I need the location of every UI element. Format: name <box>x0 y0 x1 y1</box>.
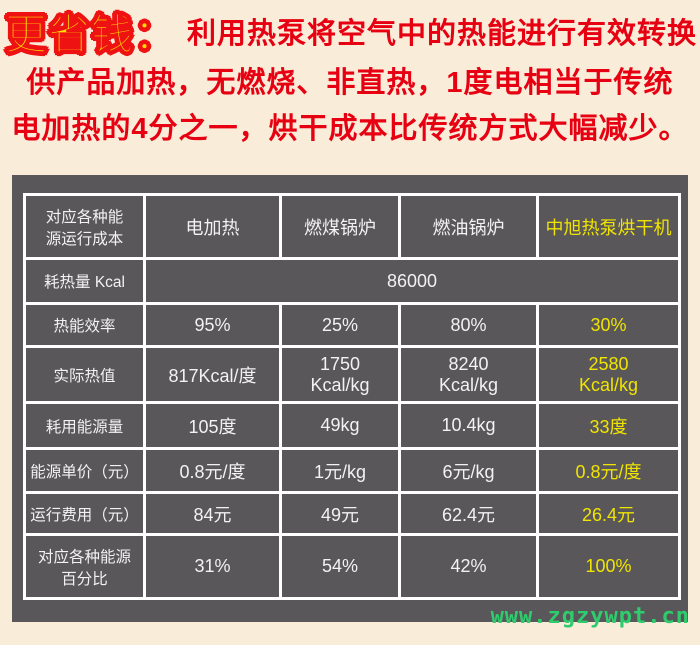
table-cell: 6元/kg <box>398 447 539 494</box>
table-cell-highlight: 33度 <box>536 401 681 450</box>
comparison-panel: 对应各种能 源运行成本 电加热 燃煤锅炉 燃油锅炉 中旭热泵烘干机 耗热量 Kc… <box>12 175 688 622</box>
table-row-percentage: 对应各种能源 百分比 31% 54% 42% 100% <box>23 533 681 600</box>
watermark-url: www.zgzywpt.cn <box>490 604 690 629</box>
column-header-heatpump-dryer: 中旭热泵烘干机 <box>536 193 681 260</box>
table-cell-highlight: 0.8元/度 <box>536 447 681 494</box>
table-cell: 817Kcal/度 <box>143 345 282 404</box>
row-label: 热能效率 <box>23 302 146 348</box>
table-row-thermal-efficiency: 热能效率 95% 25% 80% 30% <box>23 302 681 348</box>
table-cell-highlight: 26.4元 <box>536 491 681 536</box>
column-header-coal-boiler: 燃煤锅炉 <box>279 193 401 260</box>
row-label: 运行费用（元） <box>23 491 146 536</box>
table-cell: 62.4元 <box>398 491 539 536</box>
row-label: 耗用能源量 <box>23 401 146 450</box>
table-cell-highlight: 30% <box>536 302 681 348</box>
row-label: 耗热量 Kcal <box>23 257 146 305</box>
table-cell: 1750 Kcal/kg <box>279 345 401 404</box>
table-cell: 80% <box>398 302 539 348</box>
table-cell-highlight: 100% <box>536 533 681 600</box>
table-cell-highlight: 2580 Kcal/kg <box>536 345 681 404</box>
table-row-energy-consumed: 耗用能源量 105度 49kg 10.4kg 33度 <box>23 401 681 450</box>
hero-row-1: 更省钱： 利用热泵将空气中的热能进行有效转换 <box>2 11 700 58</box>
table-cell: 54% <box>279 533 401 600</box>
column-header-oil-boiler: 燃油锅炉 <box>398 193 539 260</box>
table-cell: 25% <box>279 302 401 348</box>
header-row: 对应各种能 源运行成本 电加热 燃煤锅炉 燃油锅炉 中旭热泵烘干机 <box>23 193 681 260</box>
table-cell-span: 86000 <box>143 257 681 305</box>
row-label: 对应各种能源 百分比 <box>23 533 146 600</box>
table-cell: 8240 Kcal/kg <box>398 345 539 404</box>
hero-line-2: 供产品加热，无燃烧、非直热，1度电相当于传统 <box>26 67 674 100</box>
table-row-unit-price: 能源单价（元） 0.8元/度 1元/kg 6元/kg 0.8元/度 <box>23 447 681 494</box>
table-cell: 0.8元/度 <box>143 447 282 494</box>
save-money-badge: 更省钱： <box>4 11 177 58</box>
table-cell: 1元/kg <box>279 447 401 494</box>
row-label: 能源单价（元） <box>23 447 146 494</box>
column-header-costs: 对应各种能 源运行成本 <box>23 193 146 260</box>
table-row-running-cost: 运行费用（元） 84元 49元 62.4元 26.4元 <box>23 491 681 536</box>
cost-comparison-table: 对应各种能 源运行成本 电加热 燃煤锅炉 燃油锅炉 中旭热泵烘干机 耗热量 Kc… <box>23 193 681 600</box>
table-cell: 49kg <box>279 401 401 450</box>
table-cell: 49元 <box>279 491 401 536</box>
hero-line-3: 电加热的4分之一，烘干成本比传统方式大幅减少。 <box>11 112 689 145</box>
table-cell: 105度 <box>143 401 282 450</box>
table-row-heat-consumption: 耗热量 Kcal 86000 <box>23 257 681 305</box>
row-label: 实际热值 <box>23 345 146 404</box>
hero-section: 更省钱： 利用热泵将空气中的热能进行有效转换 供产品加热，无燃烧、非直热，1度电… <box>0 11 700 146</box>
hero-line-1: 利用热泵将空气中的热能进行有效转换 <box>187 18 698 51</box>
table-cell: 84元 <box>143 491 282 536</box>
column-header-electric: 电加热 <box>143 193 282 260</box>
table-cell: 31% <box>143 533 282 600</box>
table-cell: 10.4kg <box>398 401 539 450</box>
table-row-actual-heat-value: 实际热值 817Kcal/度 1750 Kcal/kg 8240 Kcal/kg… <box>23 345 681 404</box>
table-cell: 95% <box>143 302 282 348</box>
table-cell: 42% <box>398 533 539 600</box>
